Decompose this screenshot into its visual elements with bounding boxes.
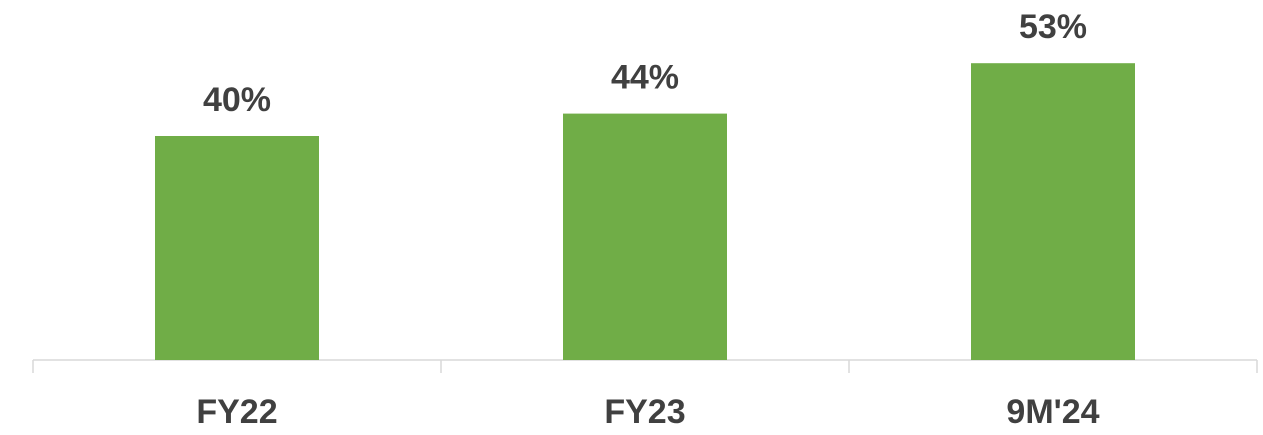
bar — [155, 136, 319, 360]
value-label: 44% — [611, 59, 679, 97]
value-label: 53% — [1019, 8, 1087, 46]
x-tick-label: FY23 — [604, 393, 685, 431]
bar — [971, 63, 1135, 360]
x-tick-label: 9M'24 — [1006, 393, 1099, 431]
x-tick-label: FY22 — [196, 393, 277, 431]
bar — [563, 113, 727, 360]
value-label: 40% — [203, 81, 271, 119]
